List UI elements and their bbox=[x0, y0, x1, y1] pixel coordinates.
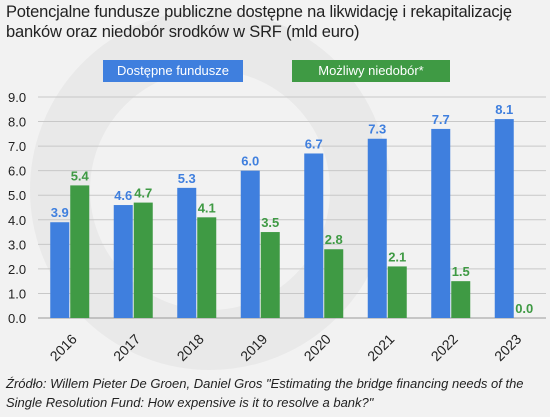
data-label: 7.3 bbox=[368, 122, 386, 137]
x-tick-label: 2021 bbox=[364, 331, 397, 364]
y-tick-label: 2.0 bbox=[8, 262, 26, 277]
bar-available bbox=[304, 153, 324, 318]
source-note: Źródło: Willem Pieter De Groen, Daniel G… bbox=[6, 376, 524, 410]
data-label: 3.9 bbox=[51, 205, 69, 220]
data-label: 8.1 bbox=[495, 102, 513, 117]
data-label: 0.0 bbox=[515, 301, 533, 316]
data-label: 4.7 bbox=[134, 186, 152, 201]
data-label: 2.1 bbox=[388, 249, 406, 264]
bar-shortfall bbox=[70, 185, 90, 318]
y-tick-label: 5.0 bbox=[8, 188, 26, 203]
x-tick-label: 2020 bbox=[301, 331, 334, 364]
y-tick-label: 0.0 bbox=[8, 311, 26, 326]
bar-shortfall bbox=[451, 281, 471, 318]
x-tick-label: 2019 bbox=[237, 331, 270, 364]
data-label: 4.1 bbox=[198, 200, 216, 215]
y-tick-label: 8.0 bbox=[8, 115, 26, 130]
y-tick-label: 3.0 bbox=[8, 237, 26, 252]
y-tick-label: 7.0 bbox=[8, 139, 26, 154]
bar-available bbox=[113, 205, 133, 318]
bar-shortfall bbox=[260, 232, 280, 318]
chart-title: Potencjalne fundusze publiczne dostępne … bbox=[6, 3, 512, 41]
bar-available bbox=[494, 119, 514, 318]
data-label: 3.5 bbox=[261, 215, 279, 230]
bar-shortfall bbox=[324, 249, 344, 318]
x-tick-label: 2022 bbox=[428, 331, 461, 364]
legend-item-shortfall: Możliwy niedobór* bbox=[292, 60, 450, 82]
data-label: 7.7 bbox=[432, 112, 450, 127]
data-label: 6.0 bbox=[241, 154, 259, 169]
bar-available bbox=[177, 187, 197, 318]
bar-available bbox=[431, 128, 451, 318]
bar-available bbox=[367, 138, 387, 318]
x-tick-label: 2023 bbox=[491, 331, 524, 364]
y-tick-label: 9.0 bbox=[8, 90, 26, 105]
data-label: 4.6 bbox=[114, 188, 132, 203]
data-label: 1.5 bbox=[452, 264, 470, 279]
data-label: 2.8 bbox=[325, 232, 343, 247]
data-label: 5.4 bbox=[71, 168, 90, 183]
data-label: 5.3 bbox=[178, 171, 196, 186]
y-tick-label: 1.0 bbox=[8, 286, 26, 301]
bar-shortfall bbox=[197, 217, 217, 318]
bar-shortfall bbox=[387, 266, 407, 318]
bar-shortfall bbox=[133, 202, 153, 318]
x-tick-label: 2017 bbox=[110, 331, 143, 364]
bar-available bbox=[50, 222, 70, 318]
data-label: 6.7 bbox=[305, 136, 323, 151]
bar-available bbox=[240, 170, 260, 318]
y-tick-label: 4.0 bbox=[8, 213, 26, 228]
legend-item-available: Dostępne fundusze bbox=[103, 60, 243, 82]
x-tick-label: 2016 bbox=[47, 331, 80, 364]
y-tick-label: 6.0 bbox=[8, 164, 26, 179]
x-tick-label: 2018 bbox=[174, 331, 207, 364]
